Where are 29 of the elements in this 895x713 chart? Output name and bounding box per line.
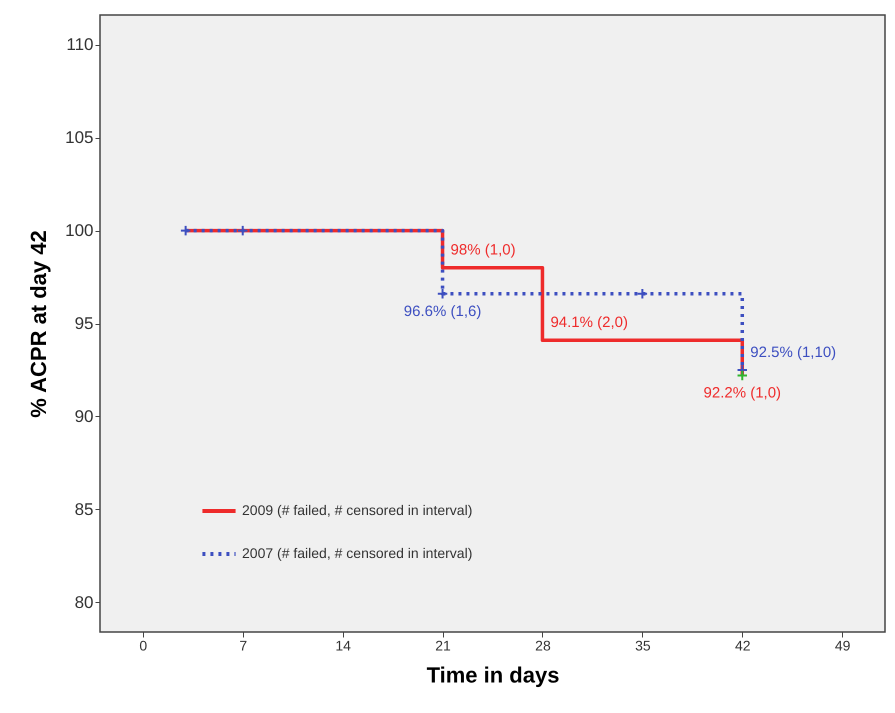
y-axis-title: % ACPR at day 42 [26, 230, 52, 418]
x-tick-label: 28 [535, 638, 551, 654]
point [180, 224, 192, 236]
x-tick-label: 14 [335, 638, 352, 654]
y-tick-label: 105 [65, 128, 94, 148]
point [736, 370, 748, 382]
legend-label: 2007 (# failed, # censored in interval) [242, 545, 472, 561]
y-tick-label: 95 [74, 314, 94, 333]
annotation: 92.5% (1,10) [750, 344, 836, 361]
y-tick-label: 90 [74, 406, 94, 426]
y-tick-label: 110 [66, 35, 94, 54]
point [436, 288, 448, 300]
x-tick-label: 42 [734, 638, 751, 654]
x-axis-title: Time in days [426, 662, 560, 688]
annotation: 94.1% (2,0) [550, 314, 628, 332]
point [236, 224, 248, 236]
y-tick-label: 85 [74, 500, 94, 519]
annotation: 98% (1,0) [450, 242, 516, 259]
annotation: 92.2% (1,0) [704, 384, 782, 402]
point [636, 288, 648, 300]
annotation: 96.6% (1,6) [404, 302, 482, 320]
x-tick-label: 49 [834, 638, 851, 654]
x-tick-label: 35 [635, 638, 651, 654]
x-tick-label: 7 [239, 638, 248, 654]
x-tick-label: 0 [139, 638, 148, 654]
y-tick-label: 80 [74, 592, 94, 612]
legend-label: 2009 (# failed, # censored in interval) [242, 502, 472, 518]
y-tick-label: 100 [65, 221, 94, 240]
x-tick-label: 21 [435, 638, 452, 654]
